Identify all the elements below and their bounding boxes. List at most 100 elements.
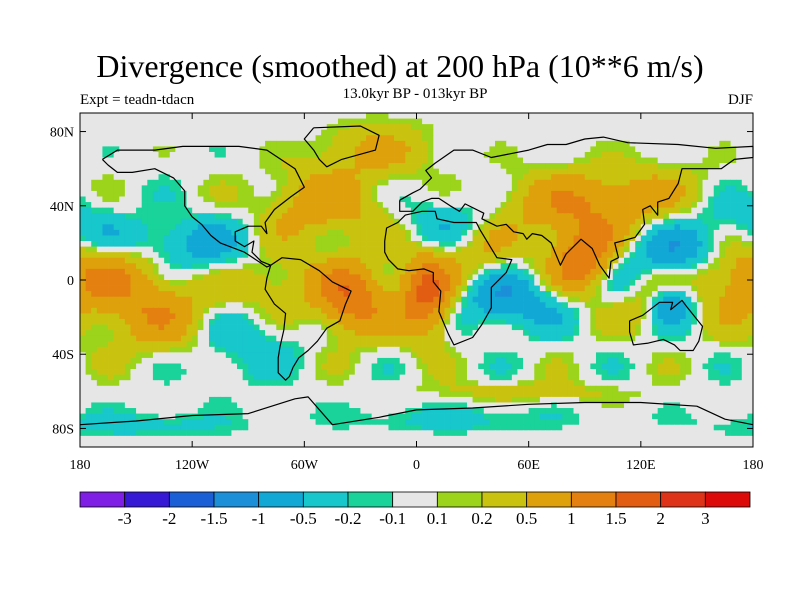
- field-cell: [214, 241, 221, 247]
- field-cell: [663, 129, 670, 136]
- field-cell: [124, 196, 131, 203]
- field-cell: [169, 146, 176, 153]
- field-cell: [556, 280, 563, 286]
- field-cell: [595, 229, 602, 236]
- field-cell: [618, 213, 625, 220]
- field-cell: [696, 235, 703, 242]
- field-cell: [724, 163, 731, 170]
- field-cell: [556, 335, 563, 342]
- field-cell: [119, 129, 126, 136]
- field-cell: [287, 190, 294, 197]
- field-cell: [158, 335, 165, 342]
- field-cell: [124, 252, 131, 259]
- field-cell: [175, 224, 182, 231]
- field-cell: [141, 263, 148, 270]
- field-cell: [124, 224, 131, 231]
- field-cell: [433, 335, 440, 342]
- field-cell: [416, 285, 423, 292]
- field-cell: [96, 124, 103, 131]
- field-cell: [590, 291, 597, 298]
- field-cell: [612, 207, 619, 214]
- field-cell: [584, 185, 591, 192]
- field-cell: [186, 157, 193, 164]
- field-cell: [618, 263, 625, 270]
- field-cell: [186, 218, 193, 225]
- field-cell: [495, 235, 501, 242]
- field-cell: [214, 151, 221, 158]
- field-cell: [534, 174, 541, 181]
- field-cell: [517, 318, 524, 325]
- field-cell: [293, 307, 300, 314]
- field-cell: [332, 135, 339, 142]
- field-cell: [663, 113, 670, 119]
- field-cell: [685, 241, 692, 247]
- field-cell: [562, 140, 569, 147]
- field-cell: [259, 113, 266, 119]
- field-cell: [377, 257, 384, 264]
- field-cell: [388, 241, 395, 247]
- field-cell: [685, 252, 692, 259]
- field-cell: [562, 168, 569, 175]
- field-cell: [410, 274, 417, 281]
- field-cell: [399, 129, 406, 136]
- field-cell: [259, 313, 266, 320]
- field-cell: [343, 252, 350, 259]
- field-cell: [607, 163, 614, 170]
- field-cell: [640, 285, 647, 292]
- field-cell: [192, 246, 199, 253]
- field-cell: [416, 163, 423, 170]
- field-cell: [225, 163, 232, 170]
- field-cell: [511, 190, 518, 197]
- field-cell: [719, 296, 726, 303]
- field-cell: [724, 335, 731, 342]
- field-cell: [80, 246, 86, 253]
- field-cell: [293, 151, 300, 158]
- field-cell: [590, 285, 597, 292]
- field-cell: [478, 274, 485, 281]
- field-cell: [489, 168, 496, 175]
- field-cell: [500, 335, 507, 342]
- field-cell: [309, 296, 316, 303]
- field-cell: [489, 207, 496, 214]
- field-cell: [192, 280, 199, 286]
- field-cell: [164, 296, 171, 303]
- field-cell: [618, 190, 625, 197]
- field-cell: [539, 140, 546, 147]
- field-cell: [281, 196, 288, 203]
- field-cell: [203, 291, 210, 298]
- field-cell: [719, 280, 726, 286]
- field-cell: [539, 257, 546, 264]
- field-cell: [545, 129, 552, 136]
- field-cell: [747, 190, 754, 197]
- field-cell: [360, 174, 367, 181]
- field-cell: [394, 229, 401, 236]
- field-cell: [444, 202, 451, 208]
- field-cell: [377, 318, 384, 325]
- field-cell: [635, 280, 642, 286]
- field-cell: [382, 324, 389, 331]
- field-cell: [584, 307, 591, 314]
- field-cell: [579, 185, 586, 192]
- field-cell: [405, 196, 412, 203]
- field-cell: [427, 207, 434, 214]
- field-cell: [534, 196, 541, 203]
- field-cell: [523, 257, 530, 264]
- field-cell: [113, 157, 120, 164]
- field-cell: [747, 124, 754, 131]
- field-cell: [186, 274, 193, 281]
- field-cell: [321, 163, 328, 170]
- field-cell: [652, 118, 659, 125]
- field-cell: [130, 174, 137, 181]
- field-cell: [394, 330, 401, 337]
- field-cell: [248, 252, 255, 259]
- field-cell: [253, 151, 260, 158]
- field-cell: [147, 335, 154, 342]
- field-cell: [265, 307, 272, 314]
- field-cell: [624, 157, 630, 164]
- field-cell: [696, 296, 703, 303]
- field-cell: [405, 324, 412, 331]
- field-cell: [416, 190, 423, 197]
- field-cell: [556, 135, 563, 142]
- field-cell: [80, 235, 86, 242]
- field-cell: [713, 280, 720, 286]
